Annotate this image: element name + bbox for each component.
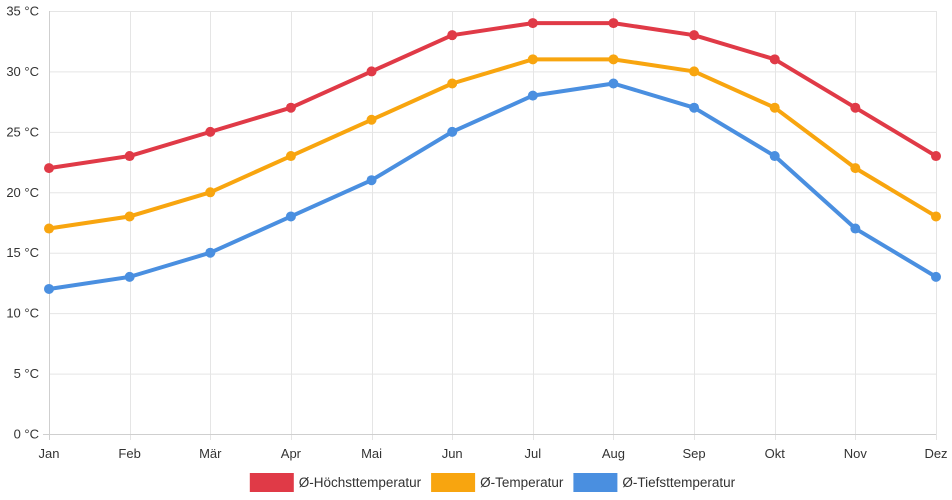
x-tick-label: Okt [765,446,786,461]
data-point[interactable] [44,223,54,234]
y-tick-label: 15 °C [6,245,39,260]
legend-label: Ø-Höchsttemperatur [299,475,422,490]
x-tick-label: Mai [361,446,382,461]
data-point[interactable] [608,78,619,89]
data-point[interactable] [366,114,377,125]
data-point[interactable] [769,151,780,162]
legend-item[interactable]: Ø-Tiefsttemperatur [573,473,736,492]
y-tick-label: 5 °C [14,366,39,381]
data-point[interactable] [44,163,54,174]
data-point[interactable] [850,102,861,113]
data-point[interactable] [850,163,861,174]
x-tick-label: Feb [118,446,140,461]
legend-label: Ø-Temperatur [480,475,564,490]
data-point[interactable] [205,187,216,198]
series-line [47,57,938,231]
data-point[interactable] [527,18,538,29]
x-tick-label: Jun [442,446,463,461]
data-point[interactable] [608,18,619,29]
data-point[interactable] [205,126,216,137]
data-point[interactable] [689,30,700,41]
x-tick-label: Dez [924,446,947,461]
y-tick-label: 30 °C [6,64,39,79]
data-point[interactable] [689,66,700,77]
data-point[interactable] [44,283,54,294]
data-point[interactable] [931,151,941,162]
data-point[interactable] [124,271,135,282]
data-point[interactable] [285,102,296,113]
data-point[interactable] [124,151,135,162]
data-point[interactable] [366,175,377,186]
data-point[interactable] [447,126,458,137]
x-tick-label: Jul [525,446,542,461]
data-point[interactable] [527,54,538,65]
y-tick-label: 20 °C [6,185,39,200]
legend-item[interactable]: Ø-Temperatur [431,473,564,492]
x-tick-label: Sep [683,446,706,461]
y-tick-label: 0 °C [14,427,39,442]
data-point[interactable] [608,54,619,65]
x-tick-label: Mär [199,446,222,461]
data-point[interactable] [769,54,780,65]
y-tick-label: 10 °C [6,306,39,321]
data-point[interactable] [689,102,700,113]
y-tick-label: 25 °C [6,124,39,139]
legend-label: Ø-Tiefsttemperatur [622,475,735,490]
data-point[interactable] [285,151,296,162]
x-tick-label: Aug [602,446,625,461]
data-point[interactable] [124,211,135,222]
data-point[interactable] [931,211,941,222]
x-tick-label: Jan [39,446,60,461]
data-point[interactable] [285,211,296,222]
data-point[interactable] [447,78,458,89]
data-point[interactable] [769,102,780,113]
legend[interactable]: Ø-Höchsttemperatur Ø-Temperatur Ø-Tiefstte… [249,473,736,492]
series-line [47,81,938,291]
data-point[interactable] [527,90,538,101]
series-line [47,21,938,171]
x-tick-label: Apr [281,446,302,461]
series-1 [44,18,941,174]
grid [49,11,937,440]
legend-swatch [431,473,476,492]
series-2 [44,54,941,234]
legend-swatch [573,473,618,492]
axes: 0 °C 5 °C 10 °C 15 °C 20 °C 25 °C 30 °C 35 °C Ja… [6,4,947,462]
legend-item[interactable]: Ø-Höchsttemperatur [249,473,422,492]
y-tick-label: 35 °C [6,4,39,19]
x-tick-label: Nov [844,446,868,461]
data-point[interactable] [366,66,377,77]
data-point[interactable] [205,247,216,258]
legend-swatch [249,473,294,492]
data-point[interactable] [447,30,458,41]
series-3 [44,78,941,294]
data-point[interactable] [850,223,861,234]
series [44,18,941,294]
data-point[interactable] [931,271,941,282]
